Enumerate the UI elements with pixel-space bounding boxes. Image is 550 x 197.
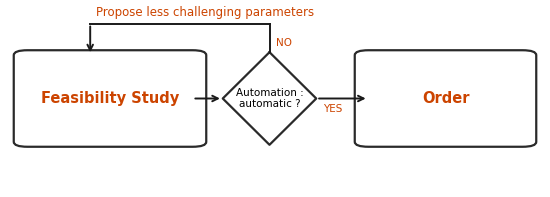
Text: YES: YES <box>323 104 342 114</box>
Text: Order: Order <box>422 91 469 106</box>
Text: Feasibility Study: Feasibility Study <box>41 91 179 106</box>
Polygon shape <box>223 52 316 145</box>
FancyBboxPatch shape <box>355 50 536 147</box>
Text: Automation :
automatic ?: Automation : automatic ? <box>235 88 304 109</box>
Text: Propose less challenging parameters: Propose less challenging parameters <box>96 6 315 19</box>
Text: NO: NO <box>276 38 292 48</box>
FancyBboxPatch shape <box>14 50 206 147</box>
